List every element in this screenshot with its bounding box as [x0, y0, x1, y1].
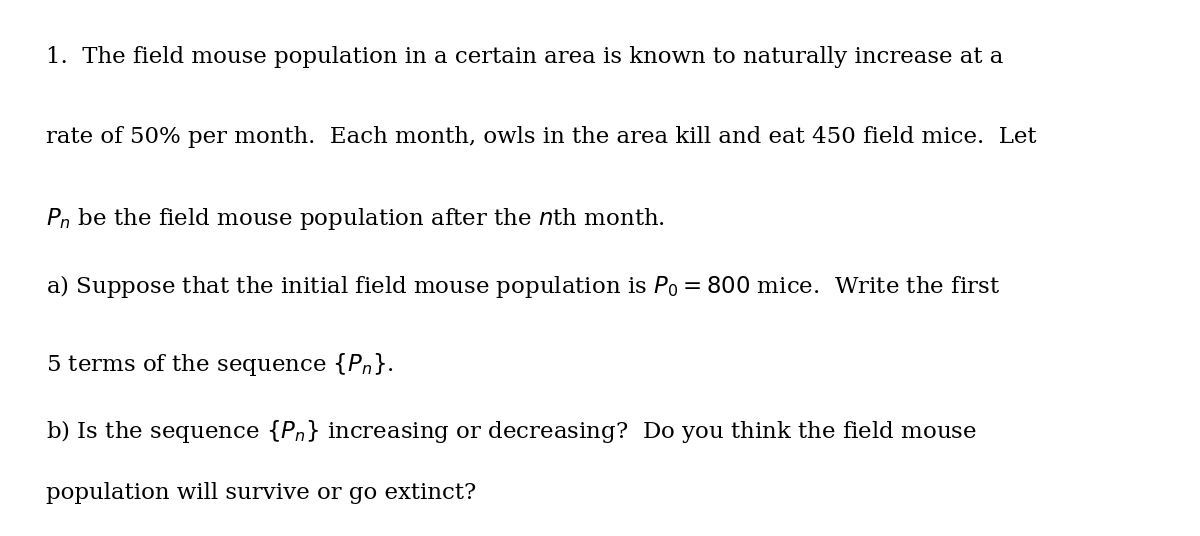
- Text: a) Suppose that the initial field mouse population is $P_0 = 800$ mice.  Write t: a) Suppose that the initial field mouse …: [46, 273, 1000, 300]
- Text: 5 terms of the sequence $\{P_n\}$.: 5 terms of the sequence $\{P_n\}$.: [46, 351, 394, 378]
- Text: population will survive or go extinct?: population will survive or go extinct?: [46, 482, 476, 504]
- Text: $P_n$ be the field mouse population after the $n$th month.: $P_n$ be the field mouse population afte…: [46, 206, 665, 233]
- Text: b) Is the sequence $\{P_n\}$ increasing or decreasing?  Do you think the field m: b) Is the sequence $\{P_n\}$ increasing …: [46, 418, 977, 445]
- Text: rate of 50% per month.  Each month, owls in the area kill and eat 450 field mice: rate of 50% per month. Each month, owls …: [46, 126, 1036, 148]
- Text: 1.  The field mouse population in a certain area is known to naturally increase : 1. The field mouse population in a certa…: [46, 46, 1003, 68]
